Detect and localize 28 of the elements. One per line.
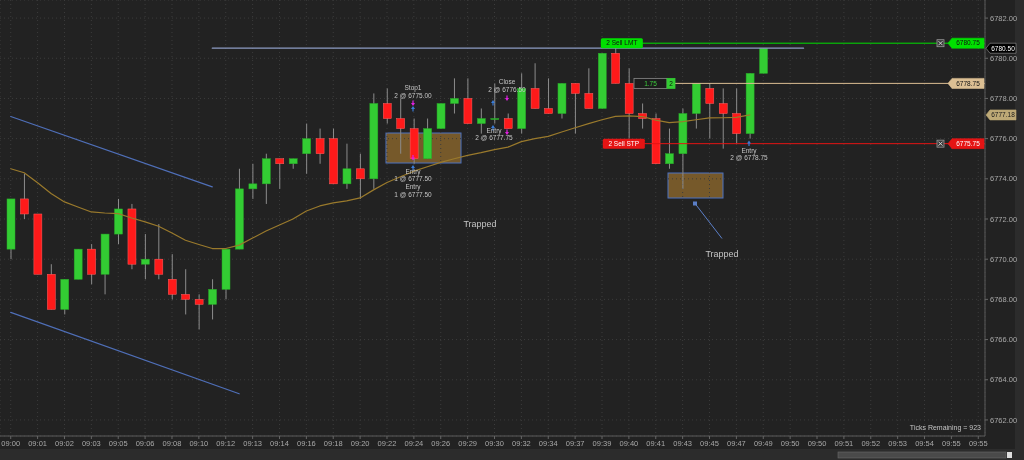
candlestick bbox=[584, 67, 594, 109]
candlestick bbox=[20, 173, 29, 220]
candlestick bbox=[194, 293, 204, 331]
candlestick bbox=[315, 128, 325, 165]
candlestick bbox=[356, 153, 365, 200]
candlestick bbox=[302, 123, 311, 175]
candlestick bbox=[383, 87, 392, 125]
candlestick bbox=[248, 163, 258, 200]
candlestick bbox=[154, 223, 164, 280]
candlestick bbox=[530, 62, 540, 109]
annotation: Trapped bbox=[463, 219, 497, 229]
candlestick bbox=[275, 158, 285, 190]
candlestick bbox=[168, 253, 177, 300]
candlestick bbox=[396, 97, 405, 155]
candlestick bbox=[705, 82, 715, 140]
candlestick bbox=[450, 77, 459, 115]
candlestick bbox=[665, 128, 674, 170]
candlestick bbox=[208, 278, 217, 320]
annotation: Trapped bbox=[705, 249, 739, 259]
candlestick bbox=[544, 77, 553, 115]
candlestick bbox=[571, 82, 580, 135]
candlestick bbox=[490, 82, 500, 125]
candlestick bbox=[342, 143, 352, 190]
candlestick bbox=[181, 268, 190, 315]
candlestick bbox=[141, 233, 150, 280]
candlestick bbox=[732, 87, 741, 145]
candlestick bbox=[477, 108, 486, 135]
candlestick bbox=[718, 87, 728, 150]
